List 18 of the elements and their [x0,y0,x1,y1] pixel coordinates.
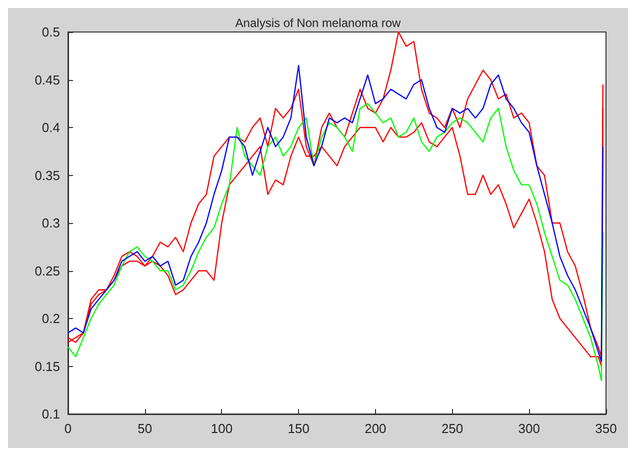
y-tick-label: 0.5 [42,24,60,40]
x-tick-label: 200 [364,421,386,436]
x-tick-label: 100 [210,421,233,436]
chart-title: Analysis of Non melanoma row [235,16,402,30]
y-tick-label: 0.15 [34,358,60,374]
x-tick-label: 150 [288,421,310,436]
y-tick-label: 0.1 [42,406,60,422]
x-tick-label: 350 [595,421,617,436]
y-tick-label: 0.3 [42,216,60,230]
y-tick-label: 0.35 [34,168,60,183]
x-tick-label: 50 [138,421,152,436]
x-tick-label: 0 [64,421,72,436]
y-tick-label: 0.45 [34,72,60,88]
y-tick-label: 0.25 [34,263,60,278]
x-tick-label: 250 [441,421,464,436]
y-tick-label: 0.4 [42,120,60,135]
x-tick-label: 300 [518,421,540,436]
y-tick-label: 0.2 [42,311,60,326]
